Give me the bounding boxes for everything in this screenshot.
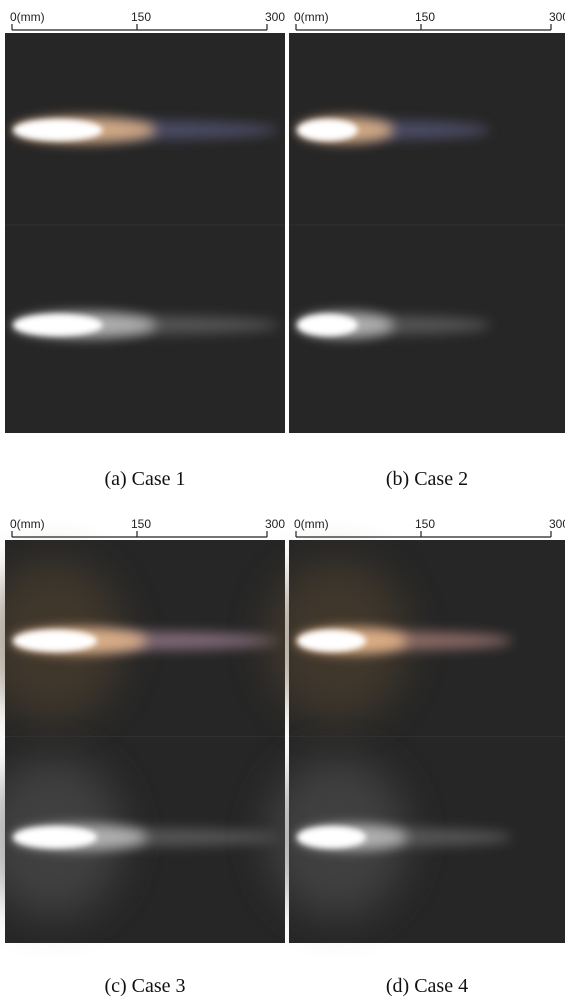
scale-label: 300 bbox=[549, 10, 565, 24]
photo-background bbox=[289, 33, 565, 433]
scale-label: 300 bbox=[265, 10, 285, 24]
flame-core bbox=[13, 119, 103, 141]
scale-label: 150 bbox=[415, 10, 435, 24]
flame-core bbox=[13, 314, 103, 336]
flame-core bbox=[297, 119, 358, 141]
scale-label: 0(mm) bbox=[294, 517, 329, 531]
caption: (b) Case 2 bbox=[386, 468, 468, 490]
flame-core bbox=[297, 314, 358, 336]
scale-label: 0(mm) bbox=[294, 10, 329, 24]
flame-core bbox=[297, 826, 366, 848]
scale-label: 0(mm) bbox=[10, 10, 45, 24]
caption: (c) Case 3 bbox=[104, 975, 185, 997]
panel: 0(mm) 150 300 (b) Case 2 bbox=[289, 10, 565, 490]
scale-label: 150 bbox=[131, 10, 151, 24]
scale-label: 0(mm) bbox=[10, 517, 45, 531]
scale-label: 150 bbox=[415, 517, 435, 531]
flame-core bbox=[13, 826, 97, 848]
figure: 0(mm) 150 300 (a) Case 1 0(mm) 150 300 (b) Case… bbox=[0, 0, 565, 998]
caption: (d) Case 4 bbox=[386, 975, 468, 997]
panel: 0(mm) 150 300 (a) Case 1 bbox=[5, 10, 285, 490]
scale-label: 300 bbox=[549, 517, 565, 531]
panel: 0(mm) 150 300 (d) Case 4 bbox=[267, 517, 565, 997]
flame-core bbox=[297, 630, 366, 652]
scale-label: 150 bbox=[131, 517, 151, 531]
scale-label: 300 bbox=[265, 517, 285, 531]
caption: (a) Case 1 bbox=[104, 468, 185, 490]
flame-core bbox=[13, 630, 97, 652]
photo-background bbox=[5, 33, 285, 433]
panel: 0(mm) 150 300 (c) Case 3 bbox=[0, 517, 285, 997]
